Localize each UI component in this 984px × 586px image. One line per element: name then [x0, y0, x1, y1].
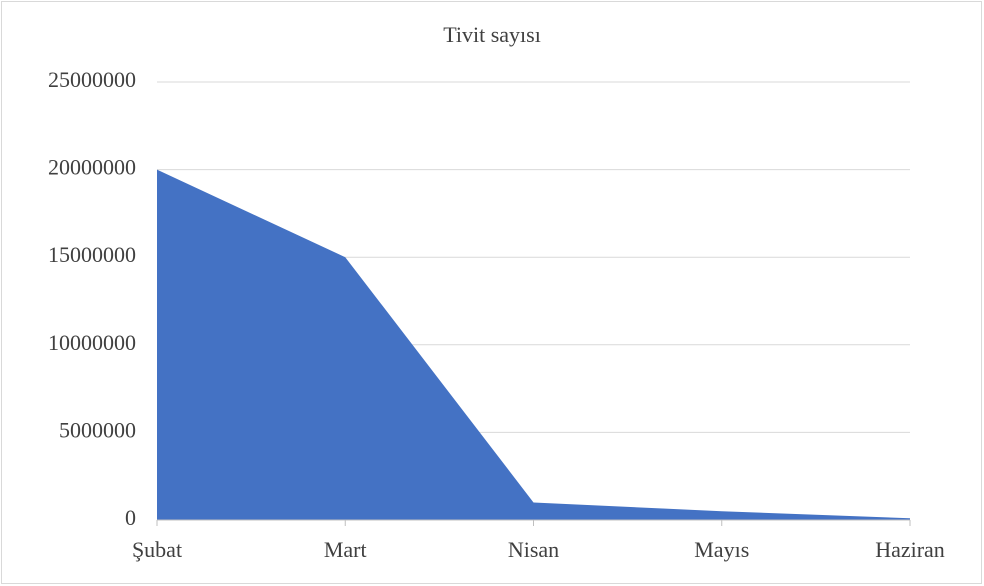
chart-title: Tivit sayısı: [443, 22, 541, 47]
x-tick-label: Mayıs: [694, 537, 749, 562]
y-tick-label: 25000000: [48, 67, 136, 92]
area: [157, 169, 910, 520]
x-tick-label: Mart: [324, 537, 367, 562]
y-tick-label: 5000000: [59, 417, 136, 442]
y-tick-label: 0: [125, 505, 136, 530]
y-tick-label: 20000000: [48, 155, 136, 180]
x-tick-label: Şubat: [132, 537, 182, 562]
y-tick-label: 10000000: [48, 330, 136, 355]
x-tick-label: Haziran: [875, 537, 945, 562]
x-tick-label: Nisan: [508, 537, 559, 562]
y-tick-label: 15000000: [48, 242, 136, 267]
